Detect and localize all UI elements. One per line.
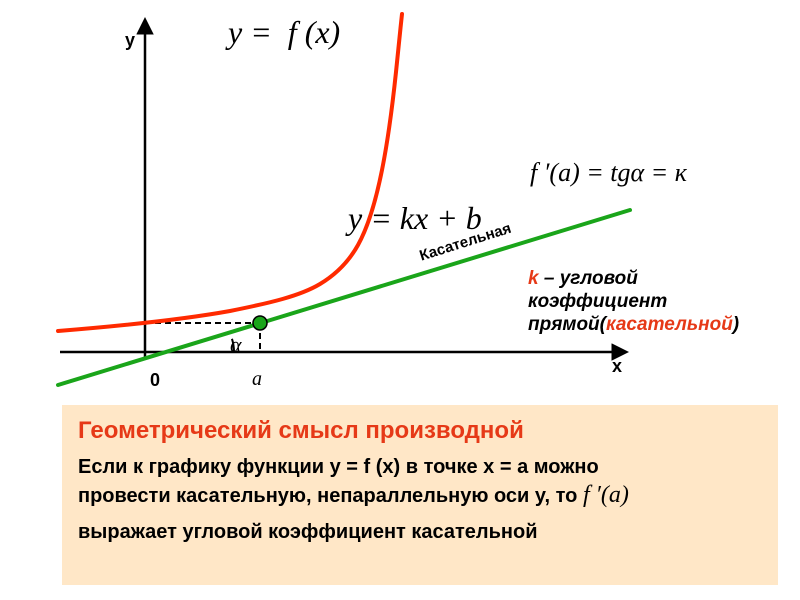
origin-label: 0 <box>150 370 160 391</box>
alpha-symbol: α <box>230 332 242 358</box>
explanation-body: Если к графику функции y = f (x) в точке… <box>78 455 762 545</box>
function-curve <box>58 14 402 331</box>
explanation-box: Геометрический смысл производной Если к … <box>62 405 778 585</box>
y-axis-label: y <box>125 30 135 51</box>
formula-tangent-line: y = kx + b <box>348 200 482 237</box>
x-axis-label: x <box>612 356 622 377</box>
tangent-point <box>253 316 267 330</box>
point-a-label: a <box>252 368 262 391</box>
k-coefficient-note: k – угловойкоэффициентпрямой(касательной… <box>528 268 739 336</box>
formula-fprime-equals: f ′(a) = tgα = к <box>530 158 687 188</box>
explanation-heading: Геометрический смысл производной <box>78 417 762 445</box>
formula-y-equals-fx: y = f (x) <box>228 14 340 51</box>
